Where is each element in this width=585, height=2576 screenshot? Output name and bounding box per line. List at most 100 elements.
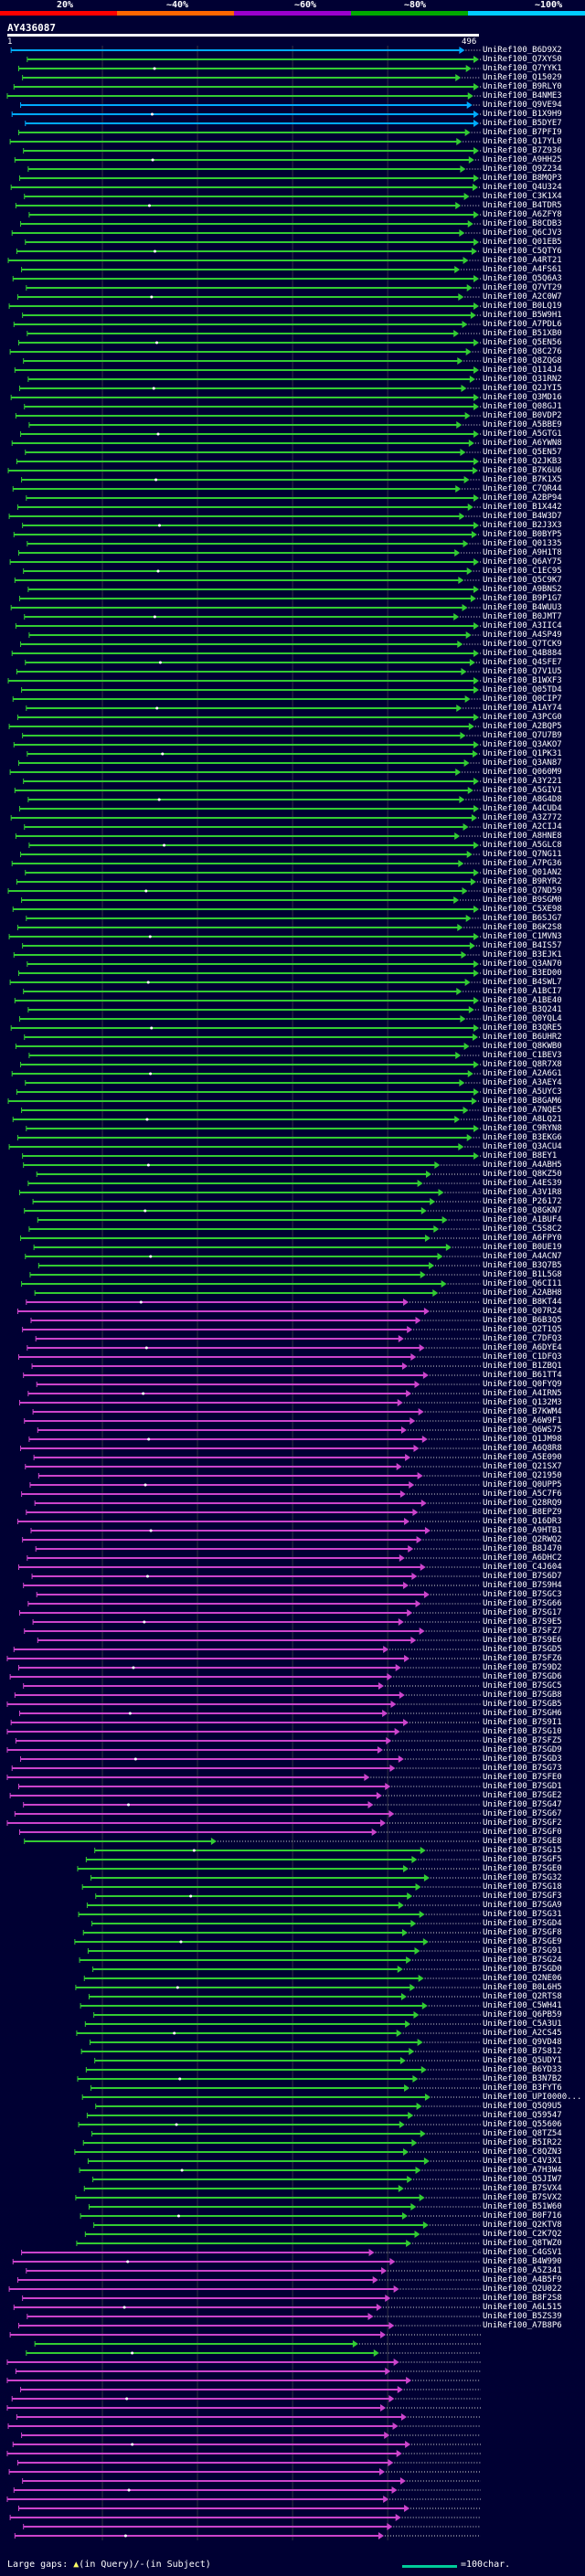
hit-label[interactable]: UniRef100_B7SG24 bbox=[483, 1956, 562, 1965]
hit-label[interactable]: UniRef100_A7NQE5 bbox=[483, 1106, 562, 1115]
hit-label[interactable]: UniRef100_A6Q8R8 bbox=[483, 1444, 562, 1453]
hit-label[interactable]: UniRef100_A3Y221 bbox=[483, 777, 562, 786]
hit-row[interactable] bbox=[84, 2020, 481, 2028]
hit-row[interactable] bbox=[27, 796, 481, 803]
hit-row[interactable] bbox=[16, 1134, 481, 1141]
hit-label[interactable]: UniRef100_B1X442 bbox=[483, 503, 562, 512]
hit-row[interactable] bbox=[85, 2066, 481, 2073]
hit-label[interactable]: UniRef100_Q16DR3 bbox=[483, 1517, 562, 1526]
hit-row[interactable] bbox=[8, 1143, 481, 1150]
hit-label[interactable]: UniRef100_A6YWN8 bbox=[483, 439, 562, 448]
hit-label[interactable]: UniRef100_B7SG15 bbox=[483, 1846, 562, 1855]
hit-row[interactable] bbox=[16, 2459, 481, 2466]
hit-row[interactable] bbox=[95, 2103, 481, 2110]
hit-label[interactable]: UniRef100_Q7ND59 bbox=[483, 886, 562, 896]
hit-row[interactable] bbox=[27, 750, 481, 758]
hit-row[interactable] bbox=[9, 1792, 481, 1799]
hit-label[interactable]: UniRef100_Q7XYS0 bbox=[483, 55, 562, 64]
hit-row[interactable] bbox=[6, 2359, 481, 2366]
hit-label[interactable]: UniRef100_B7SG67 bbox=[483, 1809, 562, 1818]
hit-row[interactable] bbox=[93, 2011, 481, 2019]
hit-row[interactable] bbox=[11, 650, 481, 657]
hit-row[interactable] bbox=[22, 2477, 481, 2485]
hit-label[interactable]: UniRef100_Q6WS75 bbox=[483, 1426, 562, 1435]
hit-label[interactable]: UniRef100_B7K6U6 bbox=[483, 466, 562, 475]
hit-row[interactable] bbox=[35, 1545, 481, 1553]
hit-label[interactable]: UniRef100_B7S9D2 bbox=[483, 1663, 562, 1672]
hit-label[interactable]: UniRef100_B4IS57 bbox=[483, 941, 562, 950]
hit-label[interactable]: UniRef100_B3FYT6 bbox=[483, 2083, 562, 2093]
hit-row[interactable] bbox=[24, 1627, 481, 1635]
hit-row[interactable] bbox=[16, 504, 481, 511]
hit-label[interactable]: UniRef100_Q5Q6A3 bbox=[483, 274, 562, 283]
hit-label[interactable]: UniRef100_A8HNE8 bbox=[483, 832, 562, 841]
hit-label[interactable]: UniRef100_B3EJK1 bbox=[483, 950, 562, 959]
hit-row[interactable] bbox=[80, 2002, 481, 2009]
hit-label[interactable]: UniRef100_B4TDR5 bbox=[483, 201, 562, 210]
hit-row[interactable] bbox=[26, 2349, 481, 2357]
hit-row[interactable] bbox=[10, 394, 481, 401]
hit-row[interactable] bbox=[17, 759, 481, 767]
hit-label[interactable]: UniRef100_Q5C9K7 bbox=[483, 576, 562, 585]
hit-row[interactable] bbox=[17, 1783, 481, 1790]
hit-row[interactable] bbox=[8, 302, 481, 310]
hit-row[interactable] bbox=[23, 1582, 481, 1589]
hit-row[interactable] bbox=[13, 83, 481, 90]
hit-row[interactable] bbox=[86, 1902, 481, 1909]
hit-label[interactable]: UniRef100_A2CIJ4 bbox=[483, 822, 562, 832]
hit-row[interactable] bbox=[8, 723, 481, 730]
hit-label[interactable]: UniRef100_B7SGF3 bbox=[483, 1892, 562, 1901]
hit-row[interactable] bbox=[37, 1216, 481, 1224]
hit-row[interactable] bbox=[21, 476, 481, 483]
hit-row[interactable] bbox=[20, 1755, 481, 1763]
hit-label[interactable]: UniRef100_A4FS61 bbox=[483, 265, 562, 274]
hit-row[interactable] bbox=[24, 403, 481, 410]
hit-row[interactable] bbox=[11, 440, 481, 447]
hit-label[interactable]: UniRef100_B7SG91 bbox=[483, 1946, 562, 1956]
hit-label[interactable]: UniRef100_Q08GJ1 bbox=[483, 402, 562, 411]
hit-label[interactable]: UniRef100_B5DYE7 bbox=[483, 119, 562, 128]
hit-row[interactable] bbox=[8, 933, 481, 940]
hit-row[interactable] bbox=[11, 1070, 481, 1077]
hit-row[interactable] bbox=[7, 257, 481, 264]
hit-label[interactable]: UniRef100_B6SJG7 bbox=[483, 914, 562, 923]
hit-label[interactable]: UniRef100_B7S9I1 bbox=[483, 1718, 562, 1727]
hit-label[interactable]: UniRef100_B4W990 bbox=[483, 2257, 562, 2266]
hit-row[interactable] bbox=[23, 1372, 481, 1379]
hit-row[interactable] bbox=[80, 2212, 481, 2220]
hit-row[interactable] bbox=[29, 1481, 481, 1489]
hit-label[interactable]: UniRef100_A5C7F6 bbox=[483, 1489, 562, 1499]
hit-label[interactable]: UniRef100_B7SFZ5 bbox=[483, 1736, 562, 1745]
hit-row[interactable] bbox=[12, 2258, 481, 2265]
hit-row[interactable] bbox=[17, 129, 481, 136]
hit-row[interactable] bbox=[14, 997, 481, 1004]
hit-row[interactable] bbox=[26, 1125, 481, 1132]
hit-row[interactable] bbox=[32, 1198, 481, 1205]
hit-label[interactable]: UniRef100_B8CDB3 bbox=[483, 219, 562, 228]
hit-row[interactable] bbox=[22, 522, 481, 529]
hit-row[interactable] bbox=[16, 1518, 481, 1525]
hit-label[interactable]: UniRef100_B0F716 bbox=[483, 2211, 562, 2221]
hit-label[interactable]: UniRef100_A2BP94 bbox=[483, 493, 562, 503]
hit-row[interactable] bbox=[11, 111, 481, 118]
hit-label[interactable]: UniRef100_A1BUF4 bbox=[483, 1215, 562, 1224]
hit-label[interactable]: UniRef100_B0BYP5 bbox=[483, 530, 562, 539]
hit-row[interactable] bbox=[19, 1829, 481, 1836]
hit-row[interactable] bbox=[9, 2331, 481, 2338]
hit-row[interactable] bbox=[22, 1152, 481, 1160]
hit-row[interactable] bbox=[14, 1810, 481, 1818]
hit-label[interactable]: UniRef100_B8F2S8 bbox=[483, 2294, 562, 2303]
hit-row[interactable] bbox=[20, 641, 481, 648]
hit-row[interactable] bbox=[23, 567, 481, 575]
hit-row[interactable] bbox=[30, 1317, 481, 1324]
hit-label[interactable]: UniRef100_Q7NG11 bbox=[483, 850, 562, 859]
hit-row[interactable] bbox=[9, 979, 481, 986]
hit-row[interactable] bbox=[13, 951, 481, 959]
hit-label[interactable]: UniRef100_C1MVN3 bbox=[483, 932, 562, 941]
hit-row[interactable] bbox=[12, 1116, 481, 1123]
hit-row[interactable] bbox=[82, 2139, 481, 2147]
hit-label[interactable]: UniRef100_A6L515 bbox=[483, 2303, 562, 2312]
hit-row[interactable] bbox=[22, 74, 481, 81]
hit-row[interactable] bbox=[6, 2377, 481, 2384]
hit-label[interactable]: UniRef100_Q7V1U5 bbox=[483, 667, 562, 676]
